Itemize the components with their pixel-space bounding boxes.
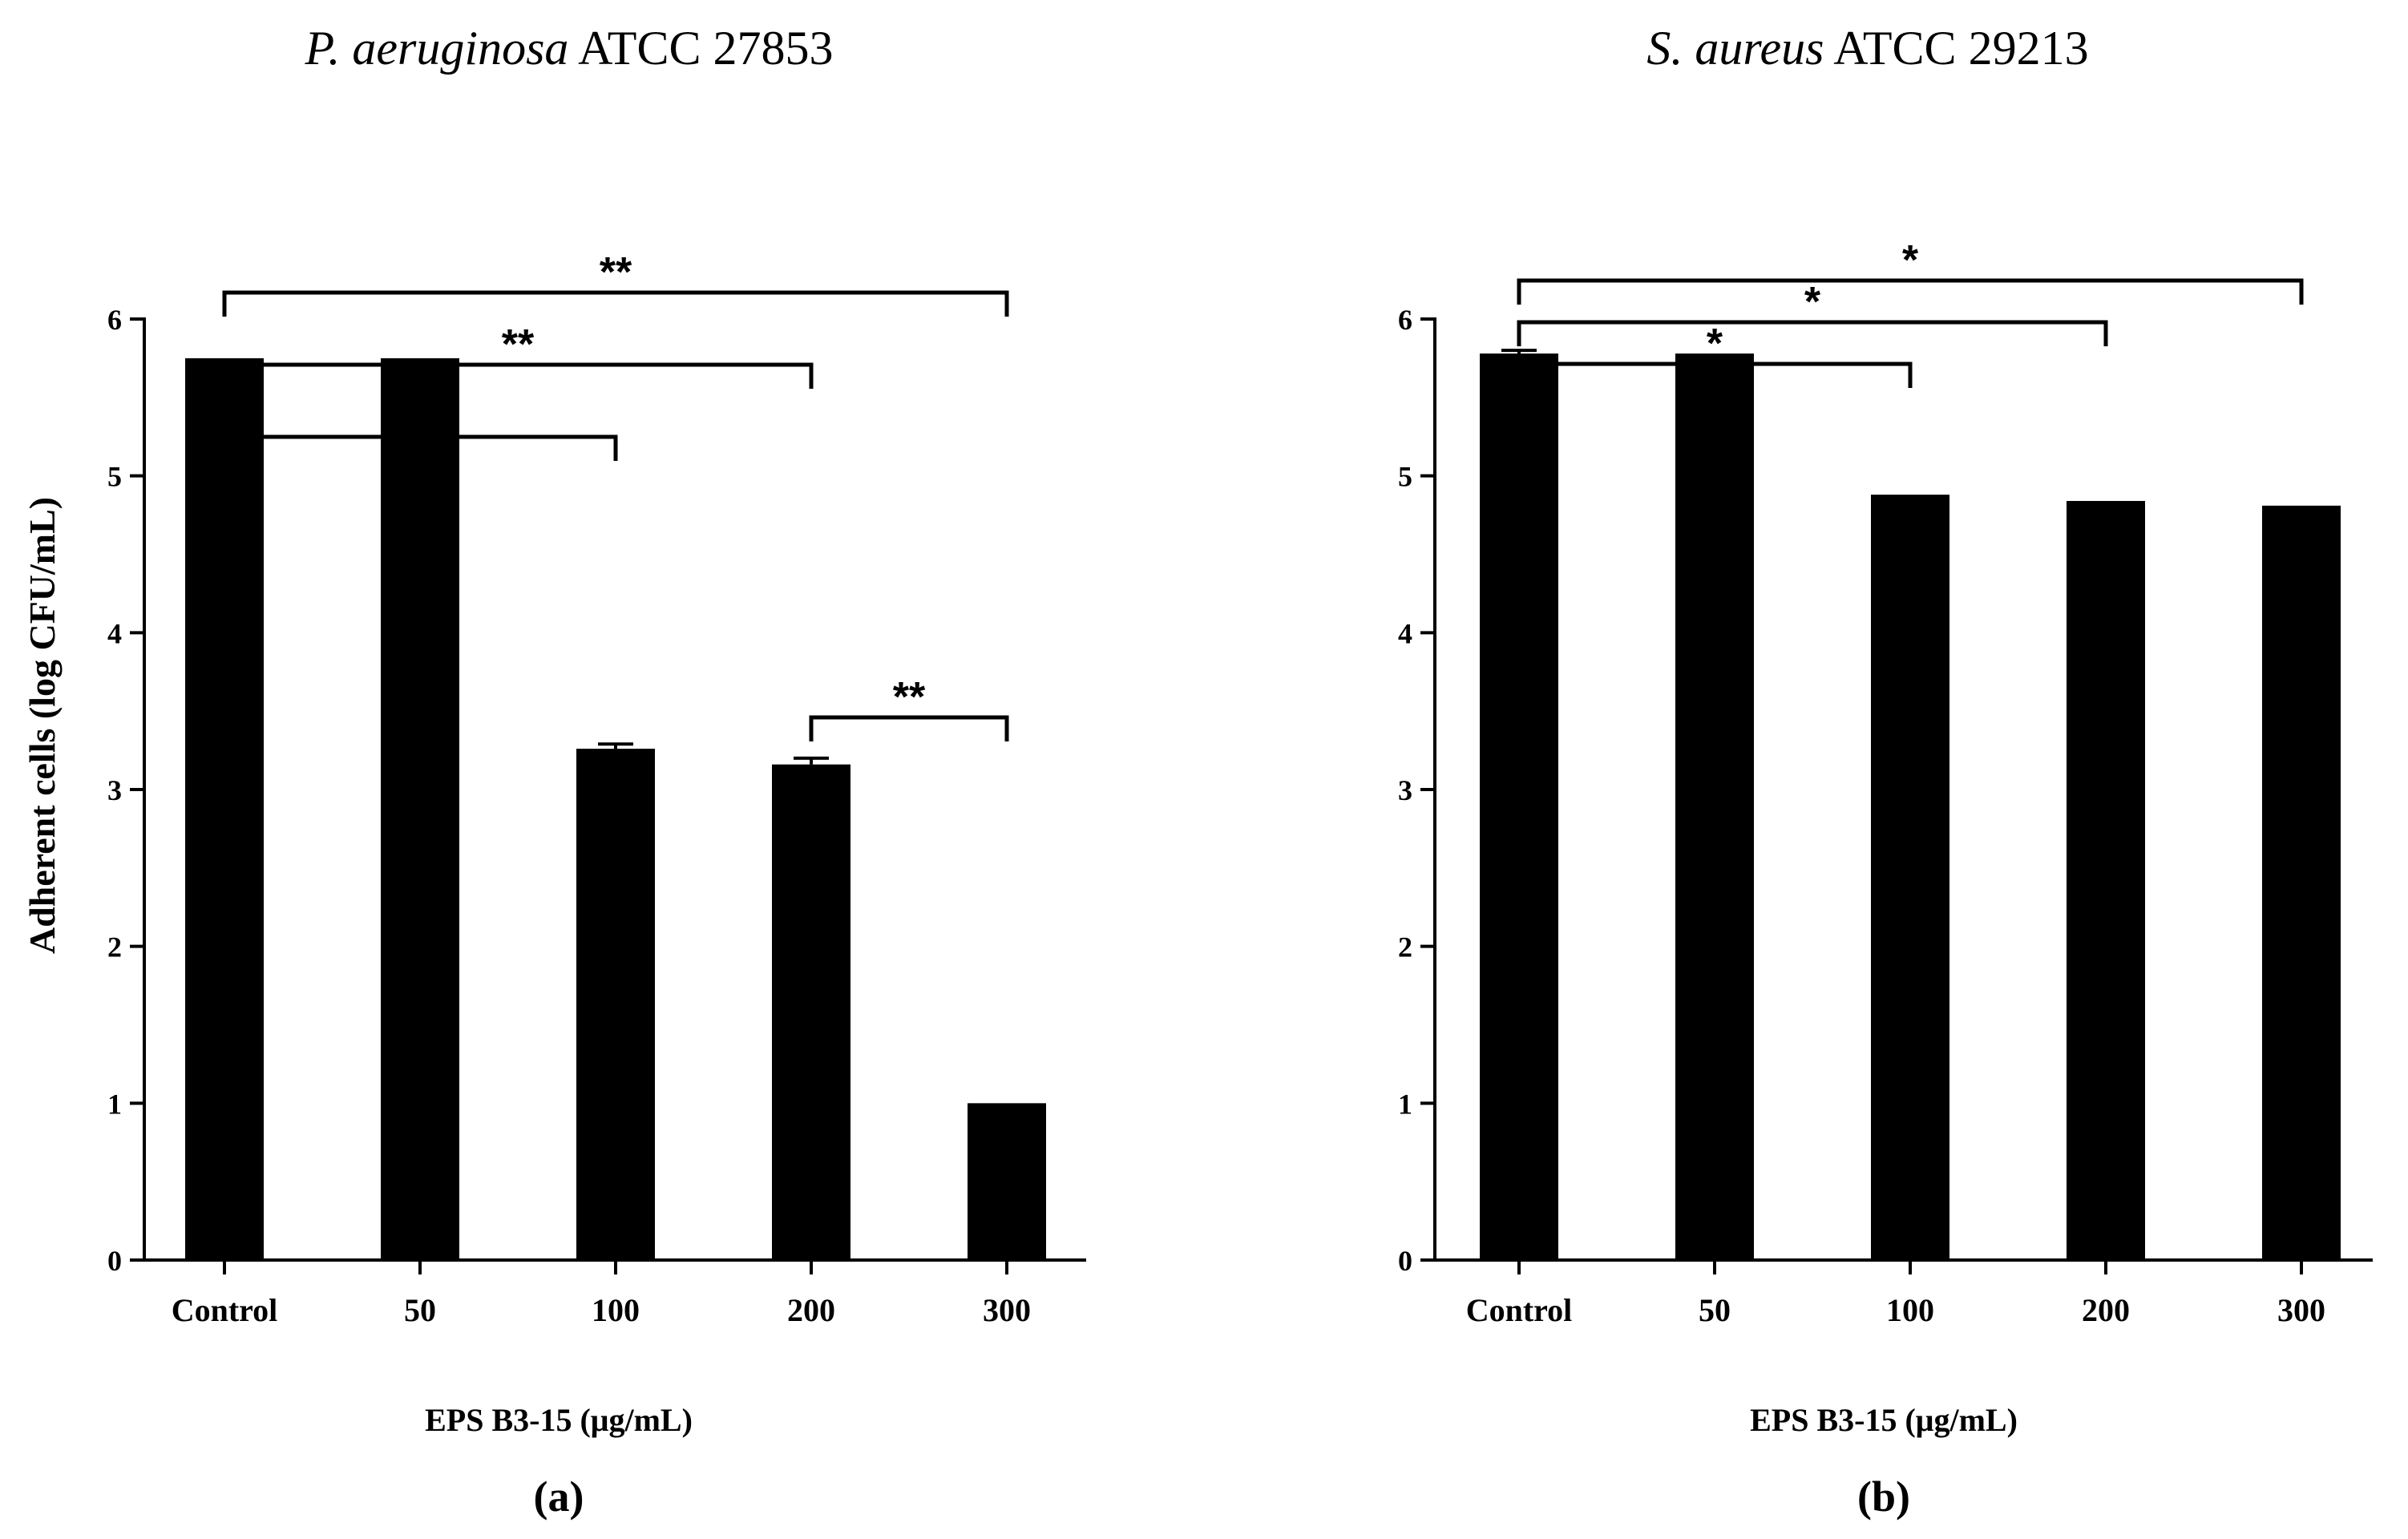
chart-a-bar-3 — [772, 764, 850, 1260]
chart-a-ytick-label-1: 1 — [107, 1088, 122, 1120]
chart-a-ytick-label-6: 6 — [107, 304, 122, 336]
chart-a-bar-0 — [185, 357, 264, 1261]
chart-b-bar-0 — [1480, 353, 1558, 1261]
chart-a-ytick-label-5: 5 — [107, 461, 122, 493]
chart-b-significance-bracket-0 — [1517, 362, 1913, 388]
chart-b-ytick-label-1: 1 — [1398, 1088, 1412, 1120]
chart-a-significance-label-1: ** — [502, 321, 535, 368]
chart-a-category-label-1: 50 — [404, 1292, 436, 1328]
chart-panel-a: P. aeruginosa ATCC 27853 0 1 2 3 4 5 6 Control 5… — [107, 22, 1086, 1521]
chart-a-title: P. aeruginosa ATCC 27853 — [305, 22, 834, 75]
chart-a-title-strain: ATCC 27853 — [568, 22, 833, 75]
chart-a-plot: 0 1 2 3 4 5 6 Control 50 100 200 300 ** ** ** ** — [107, 249, 1086, 1328]
chart-a-ytick-label-2: 2 — [107, 931, 122, 963]
chart-b-category-label-4: 300 — [2277, 1292, 2325, 1328]
chart-b-ytick-label-4: 4 — [1398, 617, 1412, 649]
chart-a-significance-label-0: ** — [404, 394, 437, 440]
chart-a-significance-bracket-1 — [222, 362, 814, 389]
chart-a-bar-4 — [968, 1103, 1046, 1260]
chart-a-xlabel: EPS B3-15 (μg/mL) — [425, 1402, 693, 1438]
chart-a-significance-label-3: ** — [893, 674, 926, 721]
y-axis-label: Adherent cells (log CFU/mL) — [22, 497, 63, 954]
chart-b-category-label-3: 200 — [2082, 1292, 2130, 1328]
chart-a-category-label-2: 100 — [592, 1292, 640, 1328]
chart-a-category-label-4: 300 — [983, 1292, 1031, 1328]
chart-a-ytick-label-3: 3 — [107, 774, 122, 806]
chart-b-title-species: S. aureus — [1646, 22, 1824, 75]
chart-b-ytick-label-5: 5 — [1398, 461, 1412, 493]
chart-b-bar-4 — [2262, 505, 2341, 1260]
chart-panel-b: S. aureus ATCC 29213 0 1 2 3 4 5 6 Control 50 100… — [1398, 22, 2373, 1521]
chart-b-category-label-0: Control — [1466, 1292, 1573, 1328]
chart-b-significance-label-1: * — [1804, 279, 1821, 325]
chart-b-significance-label-0: * — [1707, 321, 1723, 367]
chart-b-significance-bracket-2 — [1517, 278, 2304, 305]
chart-b-ytick-label-2: 2 — [1398, 931, 1412, 963]
chart-b-xlabel: EPS B3-15 (μg/mL) — [1750, 1402, 2018, 1438]
chart-a-significance-bracket-3 — [809, 715, 1009, 741]
chart-b-title-strain: ATCC 29213 — [1824, 22, 2089, 75]
chart-a-significance-bracket-0 — [222, 434, 618, 461]
chart-a-panel-label: (a) — [534, 1472, 584, 1521]
chart-b-significance-label-2: * — [1902, 237, 1919, 284]
chart-a-title-species: P. aeruginosa — [305, 22, 569, 75]
chart-b-category-label-2: 100 — [1886, 1292, 1934, 1328]
chart-b-category-label-1: 50 — [1699, 1292, 1731, 1328]
chart-a-bar-1 — [381, 357, 459, 1261]
chart-a-significance-label-2: ** — [600, 249, 632, 296]
chart-a-ytick-label-4: 4 — [107, 617, 122, 649]
chart-b-ytick-label-6: 6 — [1398, 304, 1412, 336]
chart-b-ytick-label-0: 0 — [1398, 1245, 1412, 1277]
chart-a-category-label-3: 200 — [787, 1292, 835, 1328]
chart-a-bar-2 — [576, 749, 655, 1260]
chart-a-ytick-label-0: 0 — [107, 1245, 122, 1277]
chart-b-panel-label: (b) — [1857, 1472, 1910, 1521]
chart-b-bar-3 — [2067, 500, 2145, 1260]
chart-a-significance-bracket-2 — [222, 290, 1009, 317]
chart-a-category-label-0: Control — [172, 1292, 278, 1328]
chart-b-plot: 0 1 2 3 4 5 6 Control 50 100 200 300 * * * — [1398, 237, 2373, 1328]
chart-b-bar-1 — [1675, 353, 1754, 1261]
chart-b-significance-bracket-1 — [1517, 320, 2108, 346]
chart-b-bar-2 — [1871, 495, 1949, 1260]
chart-b-ytick-label-3: 3 — [1398, 774, 1412, 806]
chart-b-title: S. aureus ATCC 29213 — [1646, 22, 2088, 75]
